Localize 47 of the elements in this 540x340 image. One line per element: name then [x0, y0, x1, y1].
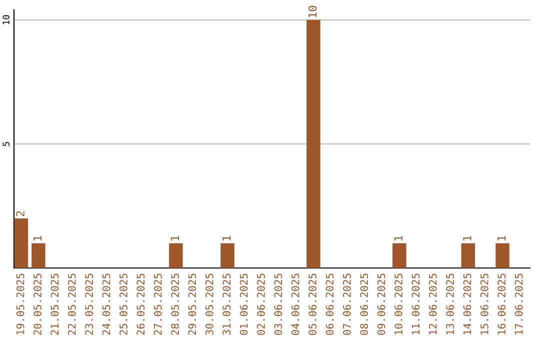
x-tick-label: 19.05.2025: [16, 274, 24, 334]
x-tick-label: 29.05.2025: [188, 274, 196, 335]
bar: [220, 243, 234, 268]
bar: [392, 243, 406, 268]
x-tick-label: 16.06.2025: [498, 274, 506, 334]
x-tick-label: 06.06.2025: [326, 274, 334, 335]
x-tick-label: 11.06.2025: [412, 274, 420, 334]
x-tick-label: 25.05.2025: [120, 274, 128, 335]
data-label: 10: [308, 6, 317, 18]
bar: [14, 218, 28, 268]
x-tick-label: 22.05.2025: [68, 274, 76, 335]
x-tick-label: 20.05.2025: [34, 274, 42, 335]
data-label: 1: [170, 236, 180, 240]
x-tick-label: 07.06.2025: [342, 274, 351, 335]
x-tick-label: 10.06.2025: [394, 274, 402, 334]
bar: [306, 20, 320, 268]
data-label: 1: [394, 236, 402, 240]
x-tick-label: 26.05.2025: [136, 274, 145, 335]
x-tick-label: 13.06.2025: [446, 274, 454, 334]
x-tick-label: 01.06.2025: [240, 274, 248, 335]
y-tick-label: 5: [2, 142, 10, 146]
x-tick-label: 09.06.2025: [377, 274, 386, 335]
x-tick-label: 23.05.2025: [85, 274, 94, 335]
x-tick-label: 12.06.2025: [428, 274, 437, 334]
x-tick-label: 30.05.2025: [205, 274, 214, 335]
data-label: 2: [16, 211, 24, 216]
x-tick-label: 17.06.2025: [514, 274, 523, 334]
x-tick-label: 21.05.2025: [50, 274, 59, 335]
data-label: 1: [222, 236, 231, 240]
x-tick-label: 31.05.2025: [222, 274, 231, 335]
x-tick-label: 02.06.2025: [257, 274, 265, 335]
x-tick-label: 04.06.2025: [291, 274, 300, 335]
x-tick-label: 08.06.2025: [360, 274, 368, 335]
bar: [32, 243, 46, 268]
x-tick-label: 24.05.2025: [102, 274, 110, 335]
data-label: 1: [497, 236, 506, 240]
x-tick-label: 05.06.2025: [308, 274, 316, 335]
bar: [461, 243, 475, 268]
x-tick-label: 14.06.2025: [463, 274, 472, 334]
x-tick-label: 28.05.2025: [171, 274, 179, 335]
x-tick-label: 03.06.2025: [274, 274, 282, 335]
bar: [496, 243, 510, 268]
data-label: 1: [463, 236, 472, 240]
bar: [169, 243, 183, 268]
x-tick-label: 27.05.2025: [154, 274, 162, 335]
x-tick-label: 15.06.2025: [480, 274, 488, 334]
data-label: 1: [33, 236, 42, 240]
